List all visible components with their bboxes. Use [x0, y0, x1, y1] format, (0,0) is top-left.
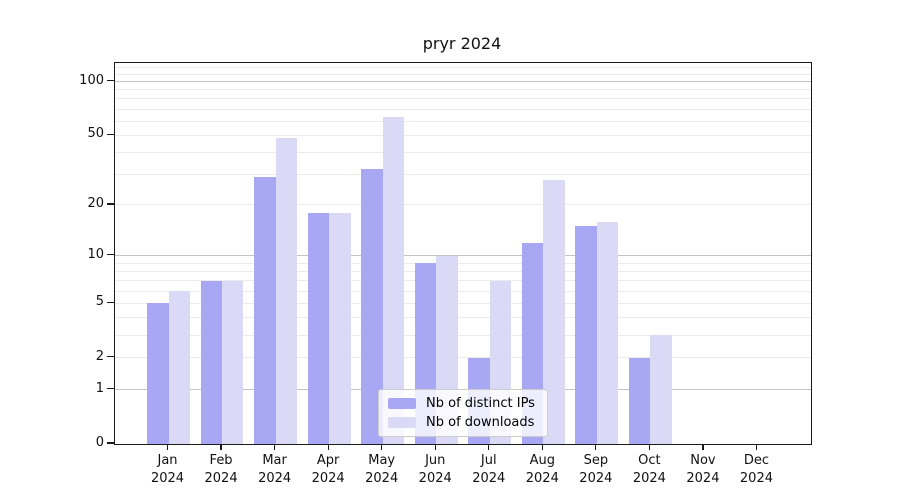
gridline-major — [115, 81, 811, 83]
y-tick-label: 2 — [95, 348, 104, 364]
gridline-minor — [115, 108, 811, 110]
y-tick-mark — [107, 80, 114, 82]
gridline-minor — [115, 262, 811, 264]
y-tick-label: 100 — [79, 72, 104, 88]
gridline-minor — [115, 98, 811, 100]
bar-ips-feb — [200, 280, 223, 444]
bar-downloads-mar — [275, 138, 298, 444]
y-tick-mark — [107, 387, 114, 390]
legend-label-downloads: Nb of downloads — [426, 415, 535, 430]
x-tick-mark — [220, 444, 222, 450]
plot-area — [114, 62, 812, 445]
y-tick-label: 10 — [87, 246, 104, 262]
gridline-minor — [115, 120, 811, 122]
gridline-minor — [115, 134, 811, 136]
y-tick-mark — [107, 254, 114, 256]
bar-downloads-may — [382, 117, 405, 444]
bar-downloads-sep — [596, 221, 619, 444]
y-tick-mark — [107, 301, 114, 303]
bar-downloads-jan — [168, 291, 190, 444]
bar-downloads-apr — [329, 212, 351, 444]
x-tick-mark — [327, 444, 329, 450]
y-tick-label: 50 — [87, 126, 104, 142]
gridline-minor — [115, 73, 811, 75]
bar-ips-jan — [147, 303, 169, 444]
y-tick-mark — [107, 356, 114, 358]
gridline-minor — [115, 290, 811, 292]
x-tick-label-sep: Sep 2024 — [579, 453, 613, 486]
x-tick-mark — [434, 444, 436, 450]
x-tick-label-may: May 2024 — [365, 453, 399, 486]
x-tick-label-apr: Apr 2024 — [311, 453, 345, 486]
y-tick-label: 1 — [95, 380, 104, 396]
bar-ips-mar — [254, 176, 276, 444]
y-tick-mark — [107, 442, 114, 444]
bar-ips-oct — [628, 357, 651, 444]
bar-downloads-feb — [222, 280, 244, 444]
gridline-minor — [115, 66, 811, 68]
x-tick-mark — [702, 444, 704, 450]
x-tick-label-jun: Jun 2024 — [418, 453, 452, 486]
legend-swatch-distinct-ips — [388, 398, 416, 409]
legend-swatch-downloads — [388, 417, 416, 428]
bar-ips-apr — [307, 212, 330, 444]
gridline-minor — [115, 89, 811, 91]
x-tick-label-feb: Feb 2024 — [204, 453, 238, 486]
legend: Nb of distinct IPs Nb of downloads — [378, 389, 548, 437]
chart-title: pryr 2024 — [422, 34, 502, 53]
x-tick-label-aug: Aug 2024 — [525, 453, 559, 486]
x-tick-label-nov: Nov 2024 — [686, 453, 720, 486]
x-tick-mark — [381, 444, 383, 450]
y-tick-label: 0 — [95, 435, 104, 450]
y-tick-mark — [107, 133, 114, 135]
gridline-minor — [115, 317, 811, 319]
x-tick-mark — [274, 444, 276, 450]
x-tick-mark — [595, 444, 597, 450]
y-tick-label: 20 — [87, 195, 104, 211]
y-tick-mark — [107, 203, 114, 205]
x-tick-label-jan: Jan 2024 — [150, 453, 185, 486]
gridline-minor — [115, 334, 811, 336]
gridline-minor — [115, 357, 811, 359]
bar-ips-sep — [575, 226, 597, 444]
gridline-minor — [115, 173, 811, 175]
x-tick-mark — [541, 444, 543, 450]
y-tick-label: 5 — [95, 294, 104, 310]
gridline-minor — [115, 204, 811, 206]
gridline-major — [115, 255, 811, 257]
gridline-minor — [115, 151, 811, 153]
bar-ips-may — [361, 169, 383, 444]
gridline-minor — [115, 270, 811, 272]
gridline-minor — [115, 302, 811, 304]
bar-downloads-oct — [650, 335, 672, 444]
bar-downloads-aug — [543, 179, 565, 444]
x-tick-mark — [755, 444, 758, 450]
x-tick-label-dec: Dec 2024 — [739, 453, 773, 486]
x-tick-mark — [166, 444, 169, 450]
x-tick-mark — [648, 444, 650, 450]
x-tick-label-oct: Oct 2024 — [632, 453, 666, 486]
x-tick-label-mar: Mar 2024 — [258, 453, 292, 486]
x-tick-mark — [488, 444, 490, 450]
legend-item-distinct-ips: Nb of distinct IPs — [388, 396, 538, 411]
x-tick-label-jul: Jul 2024 — [472, 453, 506, 486]
gridline-minor — [115, 280, 811, 282]
legend-label-distinct-ips: Nb of distinct IPs — [426, 396, 535, 411]
legend-item-downloads: Nb of downloads — [388, 415, 538, 430]
